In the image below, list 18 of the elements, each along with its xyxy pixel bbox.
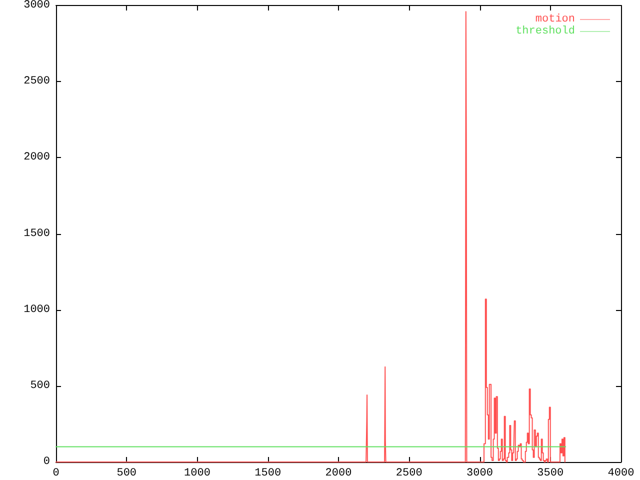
x-tick-label: 1000 — [184, 468, 210, 480]
x-tick-label: 3500 — [537, 468, 564, 480]
y-tick-label: 2500 — [24, 76, 50, 88]
y-tick-label: 0 — [43, 456, 50, 468]
y-tick-label: 2000 — [24, 152, 50, 164]
y-tick-label: 1500 — [24, 228, 50, 240]
y-tick-label: 1000 — [24, 304, 50, 316]
x-tick-label: 3000 — [466, 468, 493, 480]
x-tick-label: 4000 — [608, 468, 634, 480]
y-tick-label: 500 — [30, 380, 50, 392]
y-tick-label: 3000 — [24, 0, 50, 12]
x-tick-label: 2500 — [396, 468, 422, 480]
legend-label: threshold — [516, 26, 575, 38]
x-tick-label: 2000 — [325, 468, 352, 480]
x-tick-label: 1500 — [254, 468, 282, 480]
legend-label: motion — [535, 14, 575, 26]
x-tick-label: 500 — [116, 468, 137, 480]
x-tick-label: 0 — [52, 468, 60, 480]
